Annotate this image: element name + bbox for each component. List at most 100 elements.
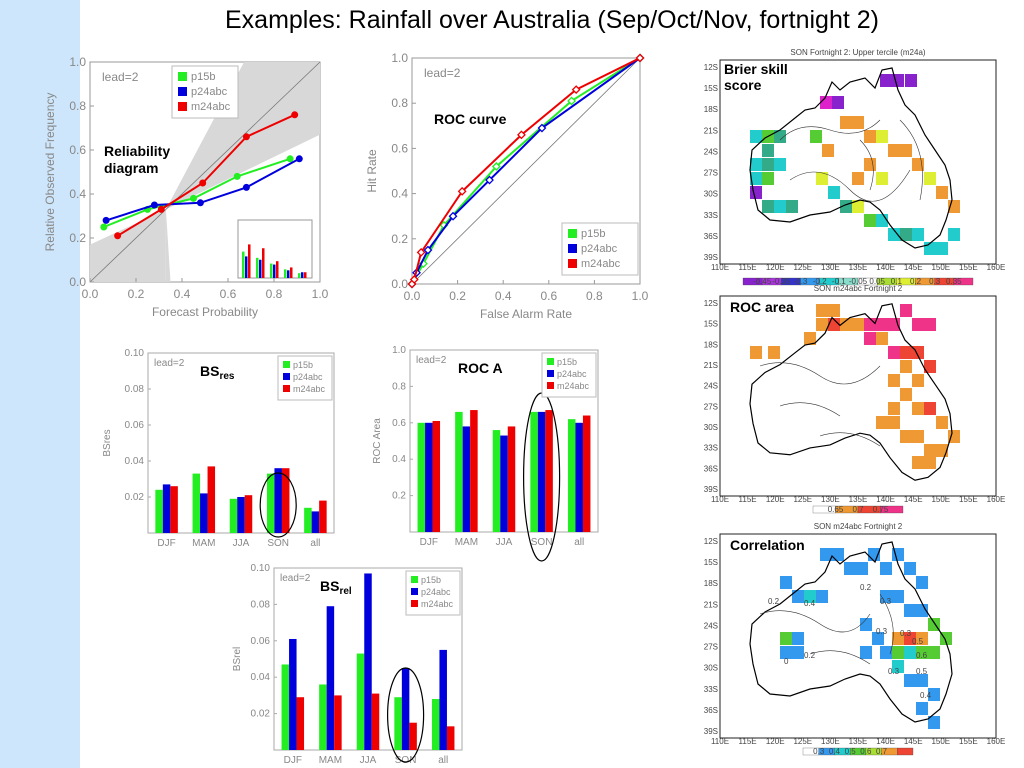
grid-cell [904, 674, 916, 687]
lat-tick-label: 21S [704, 126, 718, 135]
grid-cell [774, 130, 786, 143]
grid-cell [900, 388, 912, 401]
grid-cell [892, 590, 904, 603]
grid-cell [832, 548, 844, 561]
colorbar-label: 0.35 [946, 277, 962, 286]
colorbar-label: 0.05 [869, 277, 885, 286]
legend-swatch-p15b [547, 358, 554, 365]
contour-label: 0.2 [768, 597, 780, 606]
grid-cell [880, 74, 892, 87]
grid-cell [876, 172, 888, 185]
data-point-p15b [567, 96, 577, 106]
lon-tick-label: 145E [904, 737, 923, 746]
lat-tick-label: 18S [704, 340, 718, 349]
map-title: SON m24abc Fortnight 2 [814, 284, 903, 293]
y-axis-label: BSres [102, 429, 113, 456]
legend-label-m24abc: m24abc [191, 101, 231, 113]
colorbar-segment [897, 747, 914, 756]
lat-tick-label: 33S [704, 444, 718, 453]
x-tick-label: SON [267, 538, 289, 549]
grid-cell [936, 416, 948, 429]
grid-cell [864, 158, 876, 171]
lat-tick-label: 15S [704, 84, 718, 93]
lead-label: lead=2 [416, 355, 447, 366]
grid-cell [880, 562, 892, 575]
lat-tick-label: 30S [704, 664, 718, 673]
roc-area-map: SON m24abc Fortnight 2 12S 15S 18S 21S 24S 27S… [704, 284, 1006, 514]
colorbar-label: 0.4 [829, 747, 841, 756]
grid-cell [876, 318, 888, 331]
y-tick-label: 1.0 [391, 51, 408, 65]
inset-bar-p24abc [273, 264, 276, 278]
grid-cell [876, 214, 888, 227]
x-tick-label: MAM [319, 755, 342, 766]
x-tick-label: 0.0 [82, 287, 99, 301]
grid-cell [880, 646, 892, 659]
grid-cell [774, 200, 786, 213]
contour-label: 0.3 [880, 597, 892, 606]
lead-label: lead=2 [154, 358, 185, 369]
bar-p15b-JJA [229, 498, 238, 533]
x-tick-label: JJA [360, 755, 377, 766]
lat-tick-label: 39S [704, 727, 718, 736]
lon-tick-label: 155E [959, 495, 978, 504]
y-tick-label: 0.08 [125, 384, 145, 395]
x-tick-label: JJA [233, 538, 250, 549]
grid-cell [860, 618, 872, 631]
y-axis-label: ROC Area [372, 418, 383, 464]
grid-cell [900, 304, 912, 317]
grid-cell [852, 116, 864, 129]
bar-p15b-SON [530, 411, 538, 532]
highlight-ellipse [387, 667, 425, 763]
grid-cell [750, 130, 762, 143]
grid-cell [900, 430, 912, 443]
left-accent-band [0, 0, 80, 768]
contour-line [859, 139, 874, 191]
bar-m24abc-DJF [296, 697, 305, 750]
x-tick-label: MAM [192, 538, 215, 549]
annotation-line: Reliability [104, 143, 170, 159]
colorbar-segment [880, 505, 904, 514]
inset-bar-p24abc [259, 259, 262, 278]
contour-line [819, 432, 881, 447]
legend-swatch-m24abc [568, 259, 577, 268]
bar-m24abc-JJA [507, 426, 516, 532]
inset-bar-m24abc [290, 267, 293, 278]
inset-bar-m24abc [262, 248, 265, 278]
bar-m24abc-SON [409, 722, 417, 750]
grid-cell [816, 304, 828, 317]
contour-line [879, 593, 894, 655]
grid-cell [904, 646, 916, 659]
bar-m24abc-SON [281, 468, 290, 533]
grid-cell [822, 144, 834, 157]
legend-label-p24abc: p24abc [557, 369, 587, 379]
x-tick-label: 0.0 [404, 289, 421, 303]
grid-cell [864, 214, 876, 227]
bs-res-bar-chart: 0.10 0.08 0.06 0.04 0.02 BSres lead=2 DJF MAM JJA… [102, 348, 335, 549]
highlight-ellipse [259, 472, 297, 538]
map-annotation: ROC area [730, 299, 794, 315]
grid-cell [762, 200, 774, 213]
x-tick-label: DJF [420, 537, 438, 548]
grid-cell [916, 632, 928, 645]
grid-cell [912, 318, 924, 331]
lon-tick-label: 120E [766, 737, 785, 746]
grid-cell [762, 144, 774, 157]
data-point-m24abc [242, 133, 250, 141]
y-tick-label: 0.08 [251, 599, 271, 610]
data-point-p15b [190, 194, 197, 202]
legend-swatch-p24abc [568, 244, 577, 253]
inset-bar-p24abc [245, 256, 248, 278]
data-point-m24abc [416, 247, 426, 257]
x-tick-label: all [438, 755, 448, 766]
contour-label: 0 [784, 657, 789, 666]
colorbar-label: 0.7 [852, 505, 864, 514]
lon-tick-label: 125E [793, 263, 812, 272]
data-point-p24abc [150, 201, 158, 209]
contour-label: 0.5 [916, 667, 928, 676]
y-tick-label: 0.06 [251, 636, 271, 647]
lon-tick-label: 145E [904, 263, 923, 272]
data-point-m24abc [114, 232, 122, 240]
grid-cell [904, 632, 916, 645]
grid-cell [804, 332, 816, 345]
